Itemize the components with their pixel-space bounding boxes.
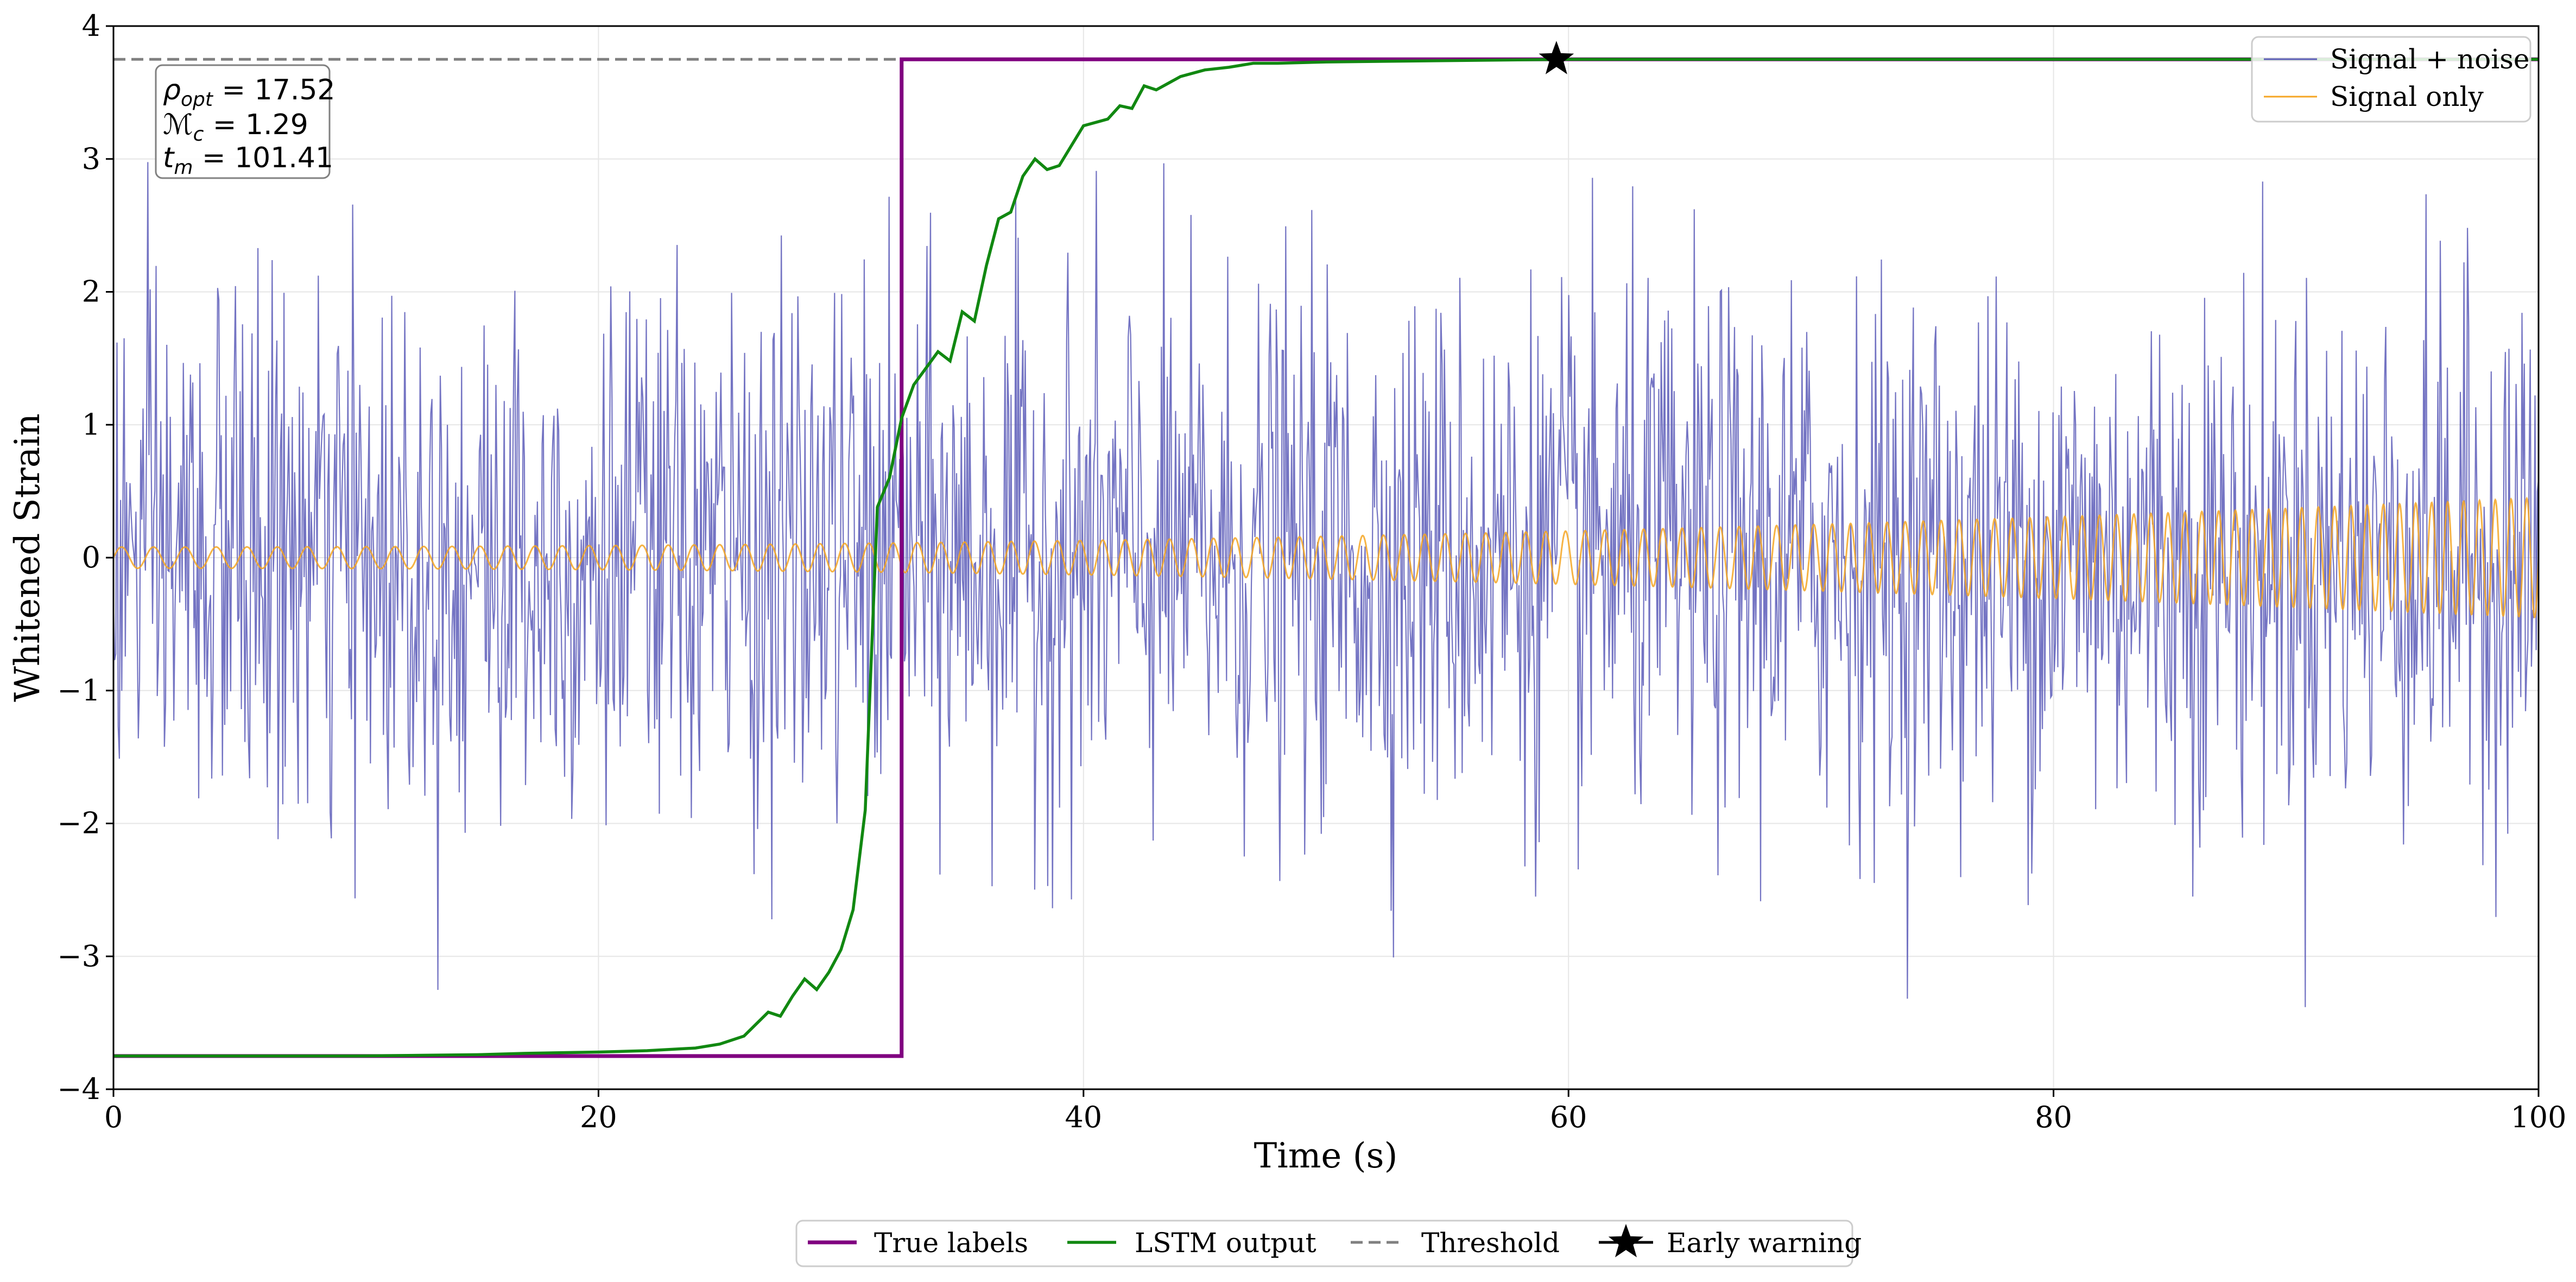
series-signal-only: [113, 496, 2539, 619]
y-tick-label: 1: [82, 407, 100, 441]
legend-bottom-frame: [795, 1220, 1853, 1267]
annotation-frame: [155, 64, 331, 179]
y-tick-label: 2: [82, 275, 100, 309]
y-axis-title: Whitened Strain: [8, 413, 48, 702]
x-tick-label: 0: [104, 1100, 123, 1134]
x-tick-label: 20: [580, 1100, 617, 1134]
legend-signal-noise-label: Signal + noise: [2330, 43, 2529, 75]
y-tick-label: −2: [57, 806, 100, 841]
x-tick-label: 100: [2510, 1100, 2566, 1134]
series-lstm-output: [113, 58, 2539, 1058]
series-signal-plus-noise: [113, 162, 2539, 1007]
annotation-rho-subscript: opt: [181, 89, 214, 111]
series-layer: [113, 57, 2539, 1058]
x-axis-title: Time (s): [1254, 1136, 1398, 1176]
x-tick-label: 80: [2035, 1100, 2072, 1134]
annotation-merger-time: tm = 101.41: [163, 142, 333, 179]
legend-threshold-label: Threshold: [1421, 1227, 1560, 1259]
x-tick-label: 40: [1065, 1100, 1102, 1134]
early-warning-star-marker: [1539, 41, 1574, 74]
legend-early-warning-label: Early warning: [1667, 1227, 1862, 1259]
legend-upper-right: Signal + noise Signal only: [2251, 36, 2531, 123]
annotation-box: ρopt = 17.52 ℳc = 1.29 tm = 101.41: [155, 64, 336, 179]
annotation-mass-value: = 1.29: [204, 109, 308, 141]
annotation-mass-symbol: ℳ: [163, 109, 193, 141]
y-tick-label: −1: [57, 673, 100, 708]
axis-ticks: 0 20 40 60 80 100 −4 −3 −2 −1 0 1 2 3 4: [57, 9, 2566, 1134]
x-tick-label: 60: [1550, 1100, 1587, 1134]
legend-signal-only-label: Signal only: [2330, 81, 2484, 112]
annotation-mass-subscript: c: [193, 123, 204, 146]
legend-true-labels-label: True labels: [874, 1227, 1028, 1259]
y-tick-label: −4: [57, 1072, 100, 1106]
annotation-time-value: = 101.41: [193, 142, 333, 174]
legend-upper-right-frame: [2251, 36, 2531, 123]
annotation-time-subscript: m: [174, 156, 193, 179]
annotation-rho-symbol: ρ: [163, 74, 181, 106]
legend-bottom: True labels LSTM output Threshold Early …: [795, 1220, 1862, 1267]
legend-early-warning-star-icon: [1608, 1224, 1644, 1258]
annotation-chirp-mass: ℳc = 1.29: [163, 109, 308, 146]
legend-lstm-output-label: LSTM output: [1135, 1227, 1317, 1259]
annotation-rho-value: = 17.52: [213, 74, 336, 106]
annotation-time-symbol: t: [163, 142, 175, 174]
y-tick-label: 0: [82, 540, 100, 574]
y-tick-label: 4: [82, 9, 100, 43]
annotation-rho-opt: ρopt = 17.52: [163, 74, 336, 111]
y-tick-label: 3: [82, 142, 100, 176]
y-tick-label: −3: [57, 939, 100, 973]
